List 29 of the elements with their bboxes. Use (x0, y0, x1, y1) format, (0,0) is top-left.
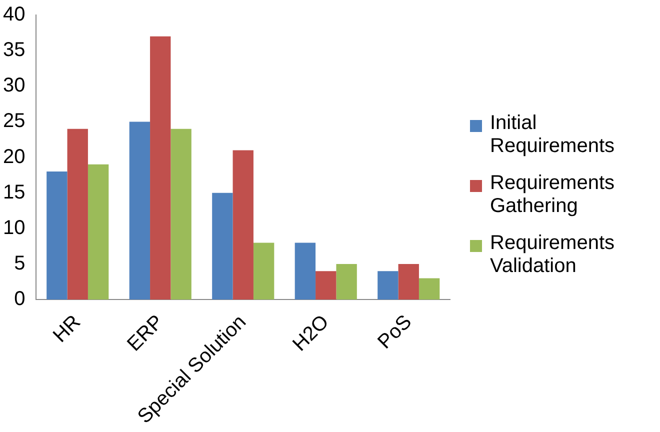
x-tick-label: PoS (374, 310, 416, 354)
bar (129, 122, 150, 300)
bar (316, 271, 336, 300)
y-tick-label: 30 (2, 74, 26, 97)
y-tick-label: 20 (2, 146, 26, 168)
bar (253, 242, 274, 300)
bar (398, 264, 419, 300)
y-tick-label: 35 (2, 39, 26, 62)
bar (336, 264, 357, 300)
bar (46, 172, 68, 300)
y-tick-label: 5 (14, 252, 26, 275)
x-tick-label: HR (49, 310, 86, 347)
y-tick-label: 0 (14, 288, 26, 310)
bar (212, 192, 233, 300)
legend-label: Requirements Validation (490, 232, 616, 278)
bar (88, 164, 109, 300)
y-tick-label: 10 (2, 216, 26, 239)
bar (232, 150, 254, 300)
legend-label: Initial Requirements (490, 112, 616, 158)
y-tick-label: 40 (2, 4, 26, 26)
legend-label: Requirements Gathering (490, 172, 616, 218)
bar (170, 128, 192, 300)
bar (294, 242, 316, 300)
bar (418, 278, 440, 300)
bar (378, 271, 398, 300)
y-tick-label: 25 (2, 110, 26, 132)
y-tick-label: 15 (2, 181, 26, 204)
bar (67, 128, 88, 300)
bar (150, 36, 171, 300)
